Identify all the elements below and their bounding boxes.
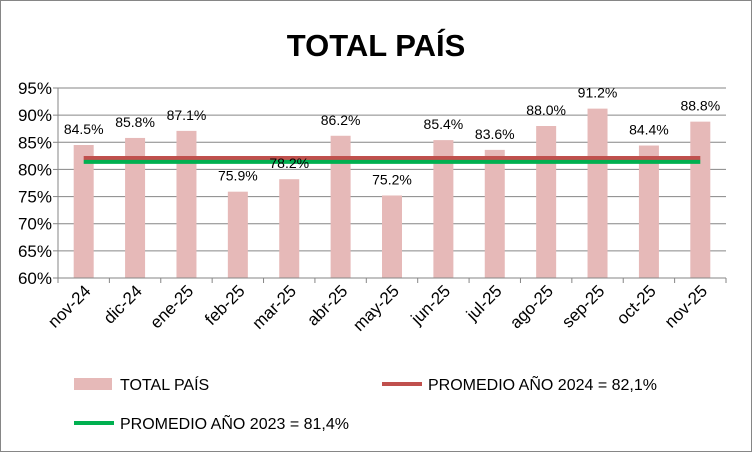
bar (125, 137, 146, 278)
chart-title: TOTAL PAÍS (287, 28, 466, 63)
x-tick-label: ene-25 (146, 281, 197, 332)
x-tick-label: feb-25 (201, 281, 249, 329)
data-label: 85.8% (115, 114, 155, 130)
y-tick-label: 65% (18, 242, 52, 261)
data-label: 84.4% (629, 122, 669, 138)
y-tick-label: 70% (18, 215, 52, 234)
y-tick-label: 95% (18, 79, 52, 98)
data-label: 86.2% (321, 112, 361, 128)
x-tick-label: mar-25 (249, 281, 301, 333)
bar (279, 179, 300, 278)
data-label: 83.6% (475, 126, 515, 142)
bar (382, 195, 402, 278)
x-tick-label: jun-25 (407, 281, 455, 329)
bar (587, 108, 608, 278)
data-label: 91.2% (578, 85, 618, 101)
legend: TOTAL PAÍS PROMEDIO AÑO 2024 = 82,1% PROME… (74, 374, 657, 433)
bar (638, 145, 659, 278)
data-label: 75.9% (218, 168, 258, 184)
data-label: 84.5% (64, 121, 104, 137)
legend-label: PROMEDIO AÑO 2023 = 81,4% (120, 413, 349, 433)
x-tick-label: may-25 (349, 281, 403, 335)
x-tick-label: sep-25 (558, 281, 608, 331)
data-label: 78.2% (269, 155, 309, 171)
average-lines (83, 156, 701, 164)
data-label: 75.2% (372, 171, 412, 187)
x-tick-label: jul-25 (462, 281, 506, 325)
legend-label: TOTAL PAÍS (120, 375, 209, 394)
data-label: 88.8% (680, 98, 720, 114)
data-label: 88.0% (526, 102, 566, 118)
bar (484, 149, 505, 278)
y-tick-label: 60% (18, 269, 52, 288)
bar (433, 140, 454, 278)
legend-swatch-bar (74, 378, 112, 390)
y-tick-label: 85% (18, 133, 52, 152)
x-tick-label: nov-25 (661, 281, 711, 331)
data-label: 85.4% (424, 116, 464, 132)
x-tick-label: ago-25 (506, 281, 557, 332)
x-tick-label: dic-24 (100, 281, 146, 327)
x-tick-label: abr-25 (303, 281, 351, 329)
bar (690, 121, 711, 279)
x-tick-label: nov-24 (44, 281, 94, 331)
y-tick-label: 80% (18, 160, 52, 179)
data-label: 87.1% (167, 107, 207, 123)
legend-label: PROMEDIO AÑO 2024 = 82,1% (428, 374, 657, 394)
bar (176, 130, 197, 278)
x-tick-label: oct-25 (613, 281, 660, 328)
y-tick-label: 90% (18, 106, 52, 125)
bar (536, 126, 557, 278)
y-tick-label: 75% (18, 188, 52, 207)
bar (227, 191, 248, 278)
bar (330, 135, 351, 278)
bar (73, 145, 94, 278)
data-labels: 84.5% 85.8% 87.1% 75.9% 78.2% 86.2% 75.2% 85.4%… (64, 85, 720, 188)
bars (73, 108, 711, 279)
